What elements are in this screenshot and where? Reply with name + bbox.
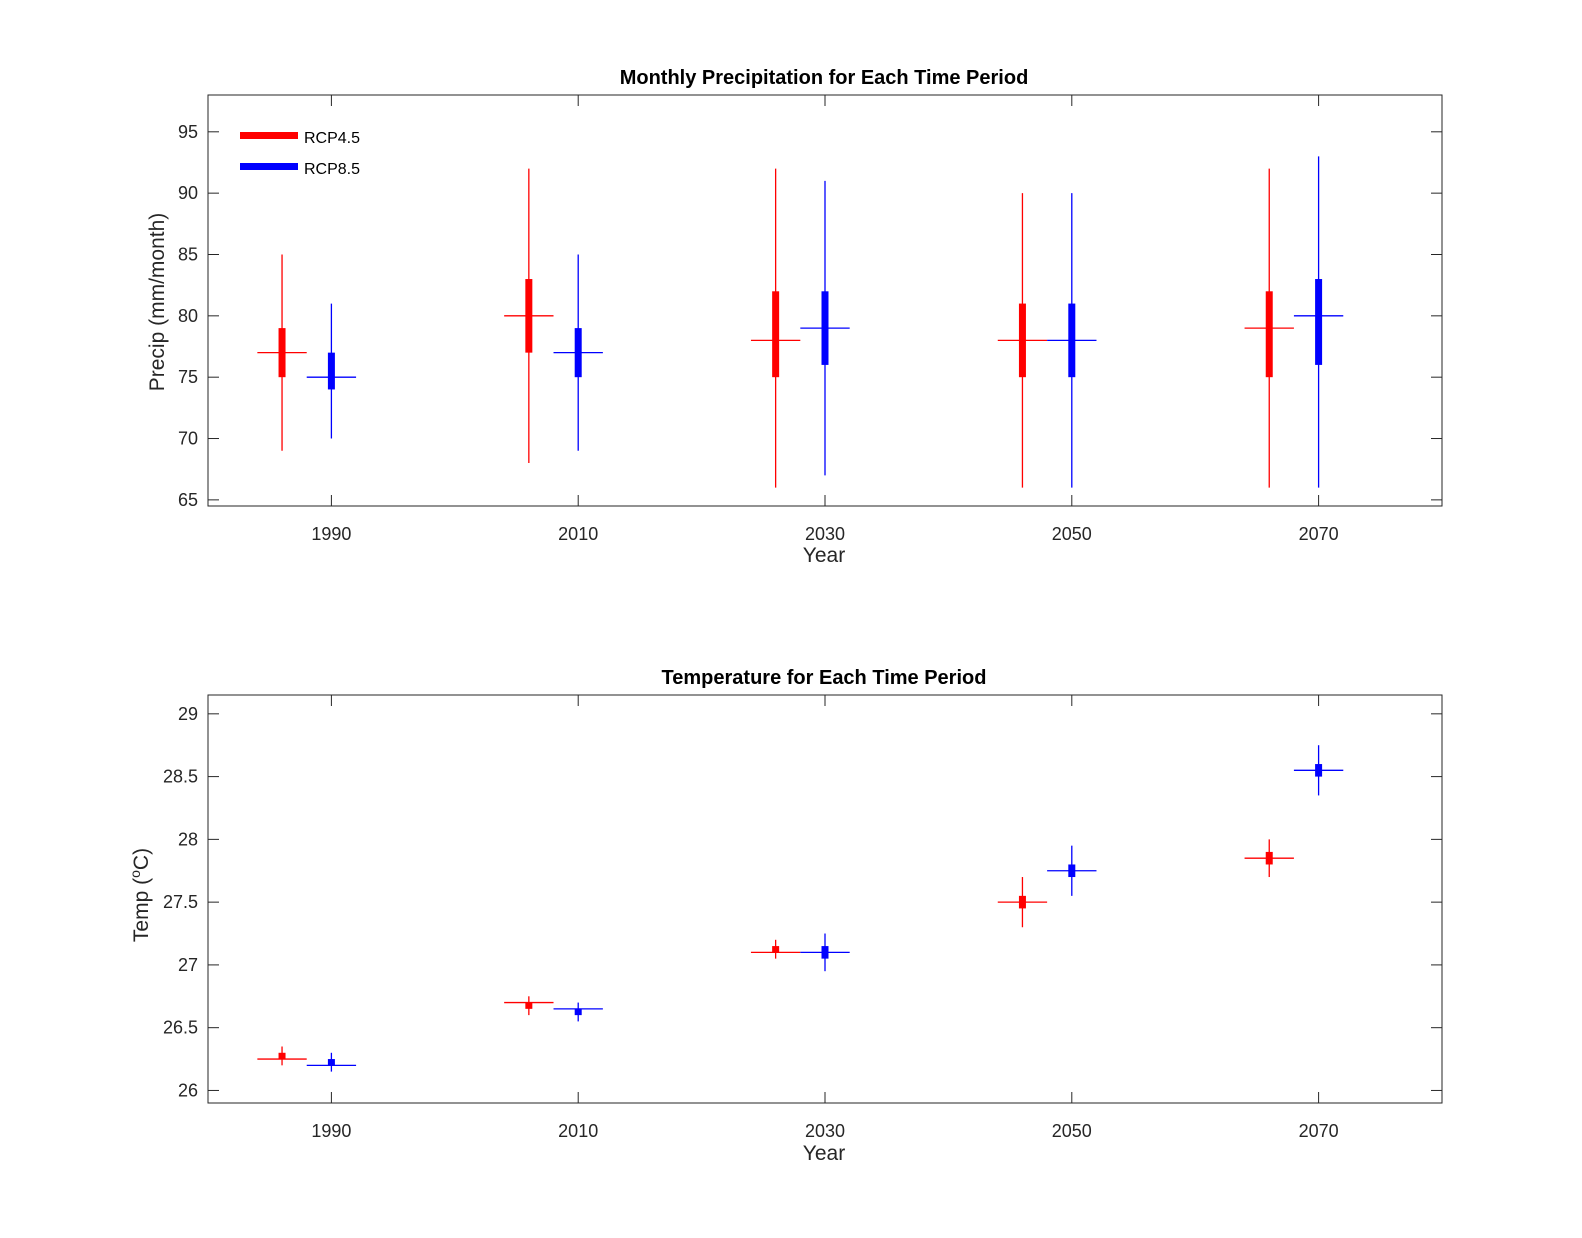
temp-x-tick-label: 1990 — [311, 1121, 351, 1141]
temp-x-tick-label: 2030 — [805, 1121, 845, 1141]
temp-y-tick-label: 29 — [178, 704, 198, 724]
precip-rcp85-box — [327, 352, 335, 390]
temp-y-tick-label: 26 — [178, 1080, 198, 1100]
temp-y-axis-label: Temp (oC) — [127, 848, 153, 942]
temp-y-tick-label: 27.5 — [163, 892, 198, 912]
precip-y-tick-label: 85 — [178, 244, 198, 264]
legend-swatch-rcp85 — [240, 163, 298, 170]
precipitation-chart: Monthly Precipitation for Each Time Peri… — [146, 67, 1443, 567]
precip-y-tick-label: 70 — [178, 429, 198, 449]
precip-y-tick-label: 75 — [178, 367, 198, 387]
temp-plot-frame — [207, 694, 1443, 1104]
temp-rcp85-box — [574, 1008, 582, 1016]
legend: RCP4.5 RCP8.5 — [240, 130, 360, 178]
legend-label-rcp85: RCP8.5 — [304, 161, 360, 178]
precip-y-tick-label: 80 — [178, 306, 198, 326]
precip-x-tick-label: 1990 — [311, 524, 351, 544]
temp-axes: 1990 2010 2030 2050 2070 26 26.5 27 27.5 28 28.5 29 — [163, 694, 1443, 1141]
precip-chart-title: Monthly Precipitation for Each Time Peri… — [620, 67, 1029, 89]
temp-box-marks — [257, 745, 1344, 1072]
temp-x-tick-label: 2010 — [558, 1121, 598, 1141]
precip-y-tick-label: 65 — [178, 490, 198, 510]
temp-chart-title: Temperature for Each Time Period — [662, 667, 987, 689]
temp-y-tick-label: 26.5 — [163, 1018, 198, 1038]
temp-rcp45-box — [278, 1052, 286, 1060]
precip-rcp45-box — [772, 291, 780, 378]
precip-rcp85-box — [1315, 279, 1323, 365]
precip-box-marks — [257, 156, 1344, 488]
temp-x-axis-label: Year — [803, 1142, 845, 1165]
legend-swatch-rcp45 — [240, 132, 298, 139]
temp-y-label-sup: o — [127, 870, 143, 878]
temp-y-label-suffix: C) — [130, 848, 153, 870]
temp-rcp45-box — [772, 946, 780, 953]
temp-y-tick-label: 28.5 — [163, 767, 198, 787]
precip-x-tick-label: 2030 — [805, 524, 845, 544]
precip-y-tick-label: 95 — [178, 122, 198, 142]
temp-rcp45-box — [525, 1002, 533, 1009]
precip-y-tick-label: 90 — [178, 183, 198, 203]
precip-x-axis-label: Year — [803, 544, 845, 567]
temp-x-tick-label: 2050 — [1052, 1121, 1092, 1141]
temperature-chart: Temperature for Each Time Period 1990 201… — [127, 667, 1443, 1165]
precip-x-tick-label: 2050 — [1052, 524, 1092, 544]
temp-y-tick-label: 27 — [178, 955, 198, 975]
legend-label-rcp45: RCP4.5 — [304, 130, 360, 147]
temp-rcp85-box — [327, 1059, 335, 1066]
temp-x-tick-label: 2070 — [1299, 1121, 1339, 1141]
precip-x-tick-label: 2010 — [558, 524, 598, 544]
precip-rcp45-box — [1265, 291, 1273, 378]
precip-y-axis-label: Precip (mm/month) — [146, 213, 169, 392]
temp-y-tick-label: 28 — [178, 829, 198, 849]
precip-x-tick-label: 2070 — [1299, 524, 1339, 544]
precip-axes: 1990 2010 2030 2050 2070 65 70 75 80 85 90 95 — [178, 94, 1443, 544]
temp-y-label-prefix: Temp ( — [130, 878, 153, 942]
